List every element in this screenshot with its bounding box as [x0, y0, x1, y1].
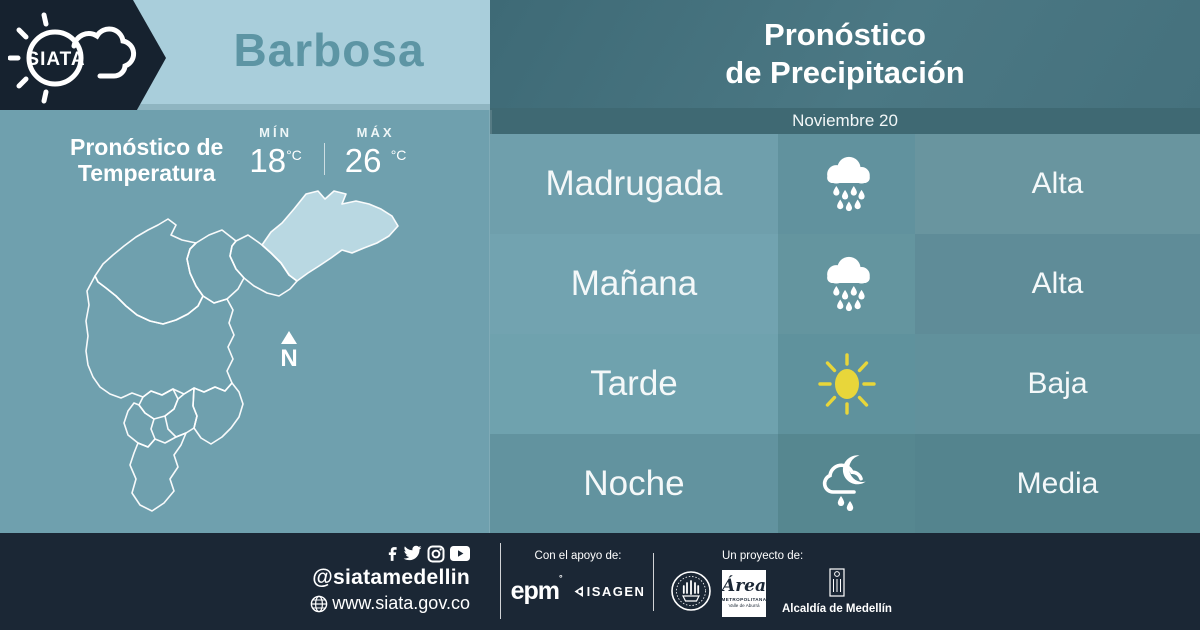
project-block: Un proyecto de: Área METROPOLITANA Valle… — [722, 550, 892, 617]
min-unit: °C — [286, 147, 302, 163]
date-band: Noviembre 20 — [490, 108, 1200, 134]
area-sub2-text: Valle de Aburrá — [728, 603, 760, 608]
min-temperature: MÍN 18°C — [249, 125, 301, 180]
north-arrow-icon — [281, 331, 297, 344]
north-arrow: N — [276, 331, 302, 371]
temperature-panel: Pronóstico de Temperatura MÍN 18°C MÁX 2… — [0, 110, 490, 533]
band-shadow — [0, 104, 490, 110]
forecast-date: Noviembre 20 — [792, 111, 898, 130]
level-value: Media — [915, 434, 1200, 533]
area-script-text: Área — [722, 576, 766, 597]
project-logos: Área METROPOLITANA Valle de Aburrá Alcal… — [722, 568, 892, 617]
level-value: Baja — [915, 334, 1200, 434]
social-icons — [300, 544, 470, 563]
forecast-row-tarde: Tarde Baja — [490, 334, 1200, 434]
website-url[interactable]: www.siata.gov.co — [332, 593, 470, 613]
twitter-icon[interactable] — [403, 545, 422, 562]
area-metropolitana-logo: Área METROPOLITANA Valle de Aburrá — [722, 570, 766, 617]
epm-logo: epm° — [510, 572, 563, 605]
max-temperature: MÁX 26 °C — [345, 125, 407, 180]
rain-cloud-icon — [778, 134, 915, 234]
footer-divider-1 — [500, 543, 501, 619]
siata-logo-block: SIATA — [0, 0, 166, 117]
aburra-valley-map — [85, 190, 399, 512]
forecast-row-noche: Noche Media — [490, 434, 1200, 533]
sun-icon — [778, 334, 915, 434]
precip-title-line2: de Precipitación — [725, 55, 965, 90]
temperature-title: Pronóstico de Temperatura — [70, 134, 223, 187]
area-sub1-text: METROPOLITANA — [721, 597, 767, 603]
youtube-icon[interactable] — [450, 546, 470, 561]
alcaldia-emblem-icon — [829, 568, 845, 597]
period-label: Mañana — [490, 234, 778, 334]
precip-title-line1: Pronóstico — [764, 17, 926, 53]
min-label: MÍN — [259, 125, 292, 140]
isagen-logo: ISAGEN — [571, 584, 646, 599]
project-label: Un proyecto de: — [722, 550, 804, 562]
rain-cloud-icon — [778, 234, 915, 334]
alcaldia-label: Alcaldía de Medellín — [782, 603, 892, 615]
max-label: MÁX — [356, 125, 395, 140]
globe-icon — [310, 595, 328, 612]
isagen-text: ISAGEN — [586, 584, 646, 599]
instagram-icon[interactable] — [427, 545, 445, 563]
min-value: 18°C — [249, 142, 301, 180]
forecast-row-manana: Mañana Alta — [490, 234, 1200, 334]
siata-sun-cloud-icon: SIATA — [8, 12, 137, 104]
temperature-summary: Pronóstico de Temperatura MÍN 18°C MÁX 2… — [70, 125, 406, 187]
temperature-title-line1: Pronóstico de — [70, 134, 224, 160]
level-value: Alta — [915, 134, 1200, 234]
precipitation-header: Pronóstico de Precipitación — [490, 0, 1200, 108]
period-label: Madrugada — [490, 134, 778, 234]
siata-logo-text: SIATA — [26, 49, 85, 70]
max-unit: °C — [390, 147, 407, 163]
university-seal — [670, 570, 712, 617]
temperature-title-line2: Temperatura — [77, 160, 216, 187]
footer: @siatamedellin www.siata.gov.co Con el a… — [0, 533, 1200, 630]
support-label: Con el apoyo de: — [534, 550, 622, 562]
social-block: @siatamedellin www.siata.gov.co — [300, 544, 470, 614]
social-handle[interactable]: @siatamedellin — [312, 566, 470, 589]
support-block: Con el apoyo de: epm° ISAGEN — [508, 550, 648, 606]
forecast-row-madrugada: Madrugada Alta — [490, 134, 1200, 234]
min-number: 18 — [249, 142, 287, 179]
alcaldia-logo: Alcaldía de Medellín — [782, 568, 892, 615]
facebook-icon[interactable] — [387, 545, 398, 563]
isagen-pinwheel-icon — [574, 586, 583, 597]
footer-divider-2 — [653, 553, 654, 611]
map-municipality-barbosa-highlight — [261, 190, 399, 282]
night-rain-icon — [778, 434, 915, 533]
max-value: 26 °C — [345, 142, 407, 180]
max-number: 26 — [344, 142, 382, 179]
location-title: Barbosa — [233, 24, 425, 76]
period-label: Tarde — [490, 334, 778, 434]
epm-text: epm — [510, 577, 560, 605]
support-logos: epm° ISAGEN — [508, 572, 648, 606]
website-row: www.siata.gov.co — [300, 593, 470, 614]
temperature-divider — [323, 143, 325, 175]
north-label: N — [280, 345, 298, 372]
period-label: Noche — [490, 434, 778, 533]
level-value: Alta — [915, 234, 1200, 334]
